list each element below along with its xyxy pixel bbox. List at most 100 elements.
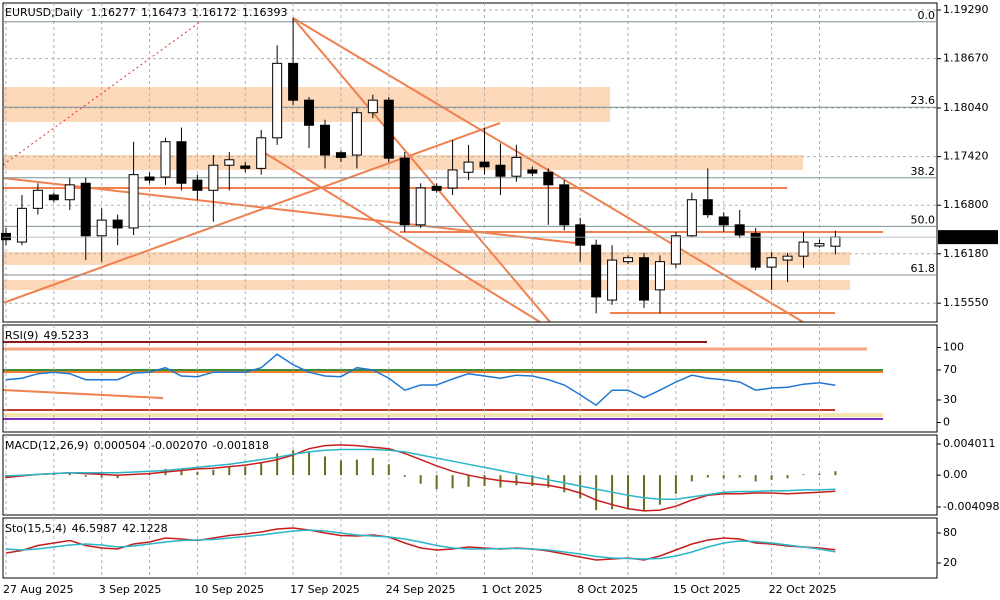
x-tick-label: 24 Sep 2025 xyxy=(386,583,456,596)
candle-body xyxy=(686,199,697,237)
stoch-header: Sto(15,5,4) 46.5987 42.1228 xyxy=(5,522,168,535)
histogram-bar xyxy=(84,475,87,477)
histogram-bar xyxy=(324,456,326,476)
histogram-bar xyxy=(52,473,55,476)
histogram-bar xyxy=(355,459,358,476)
histogram-bar xyxy=(770,475,773,480)
histogram-bar xyxy=(658,475,661,505)
series-line xyxy=(5,353,836,407)
candle-body xyxy=(734,224,745,236)
y-tick-label: 0 xyxy=(943,415,950,428)
indicator-value: -0.001818 xyxy=(213,439,269,452)
y-tick-label: 1.16800 xyxy=(943,198,989,211)
price-box xyxy=(938,230,998,245)
histogram-bar xyxy=(499,475,502,488)
histogram-bar xyxy=(403,475,406,477)
candle-body xyxy=(320,124,330,156)
close: 1.16393 xyxy=(242,6,288,19)
candle-body xyxy=(639,257,649,301)
y-tick-label: 1.16180 xyxy=(943,247,989,260)
histogram-bar xyxy=(196,472,199,476)
open: 1.16277 xyxy=(90,6,136,19)
high: 1.16473 xyxy=(141,6,187,19)
x-tick-label: 3 Sep 2025 xyxy=(99,583,162,596)
candle-body xyxy=(64,184,75,201)
histogram-bar xyxy=(483,475,486,487)
candle-body xyxy=(16,207,27,243)
candle-body xyxy=(304,99,315,126)
histogram-bar xyxy=(116,475,119,479)
trend-line xyxy=(292,17,551,323)
candle-body xyxy=(575,224,586,246)
x-tick-label: 17 Sep 2025 xyxy=(290,583,360,596)
y-tick-label: 80 xyxy=(943,526,957,539)
fib-label: 23.6 xyxy=(911,94,936,107)
zone xyxy=(3,252,850,265)
candle-body xyxy=(415,187,426,226)
indicator-value: 0.000504 xyxy=(94,439,147,452)
histogram-bar xyxy=(818,473,821,476)
y-tick-label: 100 xyxy=(943,340,964,353)
trend-line xyxy=(2,389,164,399)
y-tick-label: 20 xyxy=(943,556,957,569)
candle-body xyxy=(176,141,187,184)
histogram-bar xyxy=(419,475,422,484)
histogram-bar xyxy=(371,458,374,476)
histogram-bar xyxy=(292,450,295,476)
low: 1.16172 xyxy=(191,6,237,19)
histogram-bar xyxy=(579,475,582,499)
series-line xyxy=(5,527,836,561)
series-line xyxy=(5,444,836,512)
candle-body xyxy=(591,244,602,298)
candle-body xyxy=(288,62,299,101)
histogram-bar xyxy=(627,475,630,508)
histogram-bar xyxy=(802,474,805,476)
histogram-bar xyxy=(738,475,741,478)
fib-label: 61.8 xyxy=(911,262,936,275)
candle-body xyxy=(750,232,761,268)
fib-label: 38.2 xyxy=(911,165,936,178)
candle-body xyxy=(782,255,793,261)
candle-body xyxy=(112,219,123,229)
level-band xyxy=(3,413,883,417)
y-tick-label: 30 xyxy=(943,393,957,406)
histogram-bar xyxy=(674,475,677,494)
macd-header: MACD(12,26,9) 0.000504 -0.002070 -0.001818 xyxy=(5,439,269,452)
histogram-bar xyxy=(786,475,789,479)
candle-body xyxy=(463,161,474,173)
histogram-bar xyxy=(100,475,103,478)
indicator-name: MACD(12,26,9) xyxy=(5,439,89,452)
main-header: EURUSD,Daily 1.16277 1.16473 1.16172 1.16393 xyxy=(5,6,287,19)
histogram-bar xyxy=(435,475,438,490)
symbol: EURUSD,Daily xyxy=(5,6,83,19)
histogram-bar xyxy=(722,475,725,479)
indicator-value: 46.5987 xyxy=(72,522,118,535)
y-tick-label: 1.19290 xyxy=(943,3,989,16)
candle-body xyxy=(272,62,283,139)
candle-body xyxy=(607,259,618,301)
panel-frame xyxy=(2,2,938,323)
x-tick-label: 8 Oct 2025 xyxy=(577,583,638,596)
candle-body xyxy=(830,236,841,247)
trend-line xyxy=(2,122,501,304)
candle-body xyxy=(351,112,362,156)
y-tick-label: 1.17420 xyxy=(943,150,989,163)
x-tick-label: 22 Oct 2025 xyxy=(769,583,837,596)
histogram-bar xyxy=(467,475,470,487)
price-label: 1.16393 xyxy=(943,230,989,243)
indicator-name: Sto(15,5,4) xyxy=(5,522,67,535)
histogram-bar xyxy=(180,470,183,476)
histogram-bar xyxy=(260,463,263,476)
y-tick-label: -0.004098 xyxy=(943,500,999,513)
candle-body xyxy=(527,169,538,174)
candle-body xyxy=(511,156,522,177)
candle-body xyxy=(240,165,251,169)
candle-body xyxy=(766,257,777,268)
candle-body xyxy=(623,257,634,263)
x-tick-label: 15 Oct 2025 xyxy=(673,583,741,596)
candle-body xyxy=(447,169,458,189)
candle-body xyxy=(383,99,394,159)
x-tick-label: 1 Oct 2025 xyxy=(482,583,543,596)
candle-body xyxy=(718,216,729,226)
candle-body xyxy=(798,241,809,257)
